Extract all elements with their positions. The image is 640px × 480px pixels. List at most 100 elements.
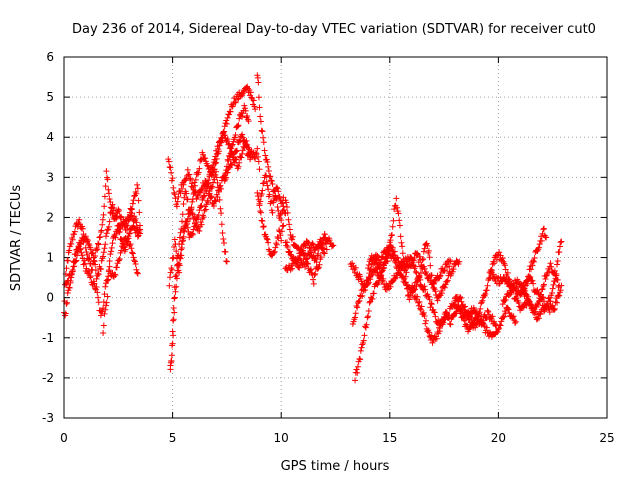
data-point [102,306,109,313]
data-point [365,308,372,315]
data-point [102,183,109,190]
data-point [129,250,136,257]
data-point [436,325,443,332]
data-point [108,248,115,255]
data-point [210,162,217,169]
data-point [123,222,130,229]
data-point [242,105,248,112]
data-point [482,313,489,320]
data-point [354,363,361,370]
data-point [540,283,547,290]
data-point [401,275,408,282]
data-point [394,254,401,261]
data-point [304,260,311,267]
data-point [100,298,107,305]
data-point [378,272,385,279]
data-point [167,164,174,171]
data-point [491,260,498,267]
data-point [496,321,503,328]
data-point [380,265,387,272]
data-point [389,244,396,251]
data-point [394,270,401,277]
data-point [525,297,532,304]
data-point [99,216,106,223]
x-tick-labels: 0 5 10 15 20 25 [60,431,614,445]
data-point [106,218,113,225]
data-point [513,295,520,302]
data-point [441,284,448,291]
data-point [358,344,365,351]
data-point [546,309,553,316]
data-point [189,180,196,187]
data-point [250,97,257,104]
data-point [194,193,201,200]
data-point [257,208,264,215]
data-point [218,185,225,192]
data-point [233,156,240,163]
data-point [517,280,524,287]
data-point [412,268,419,275]
data-point [367,276,374,283]
data-point [111,271,118,278]
data-point [318,244,325,251]
data-point [170,184,177,191]
data-point [451,301,458,308]
data-point [269,209,276,216]
data-point [425,293,432,300]
data-point [110,233,117,240]
data-point [480,292,487,299]
data-point [70,258,77,265]
data-point [369,296,376,303]
data-point [177,189,184,196]
data-point [252,149,259,156]
y-tick-label: -3 [42,411,54,425]
data-point [326,237,333,244]
data-point [179,211,186,218]
data-point [171,236,178,243]
data-point [112,234,119,241]
data-point [229,103,236,110]
data-point [450,266,457,273]
data-point [170,304,177,311]
data-point [411,254,418,261]
data-point [118,247,125,254]
data-point [432,313,439,320]
data-point [256,166,263,173]
data-point [352,377,359,384]
data-point [204,197,211,204]
data-point [200,193,207,200]
data-point [239,150,246,157]
data-point [263,235,270,242]
data-point [355,298,362,305]
data-point [414,293,421,300]
y-tick-label: 2 [46,210,54,224]
y-tick-label: 6 [46,50,54,64]
data-point [416,274,423,281]
data-point [173,283,180,290]
data-point [233,148,240,155]
data-point [312,247,319,254]
data-point [215,188,222,195]
data-point [483,287,490,294]
data-point [437,272,444,279]
data-point [264,158,271,165]
y-axis-label: SDTVAR / TECUs [9,185,24,292]
data-point [92,252,99,259]
data-point [321,231,328,238]
data-point [98,227,105,234]
data-point [442,281,449,288]
data-point [84,251,91,258]
data-point [189,210,196,217]
data-point [316,261,323,268]
data-point [85,256,92,263]
data-point [365,280,372,287]
data-point [258,191,265,198]
data-point [181,228,188,235]
data-point [278,237,285,244]
data-point [285,216,292,223]
data-point [244,141,251,148]
data-point [554,276,561,283]
data-point [244,85,251,92]
data-point [117,225,124,232]
